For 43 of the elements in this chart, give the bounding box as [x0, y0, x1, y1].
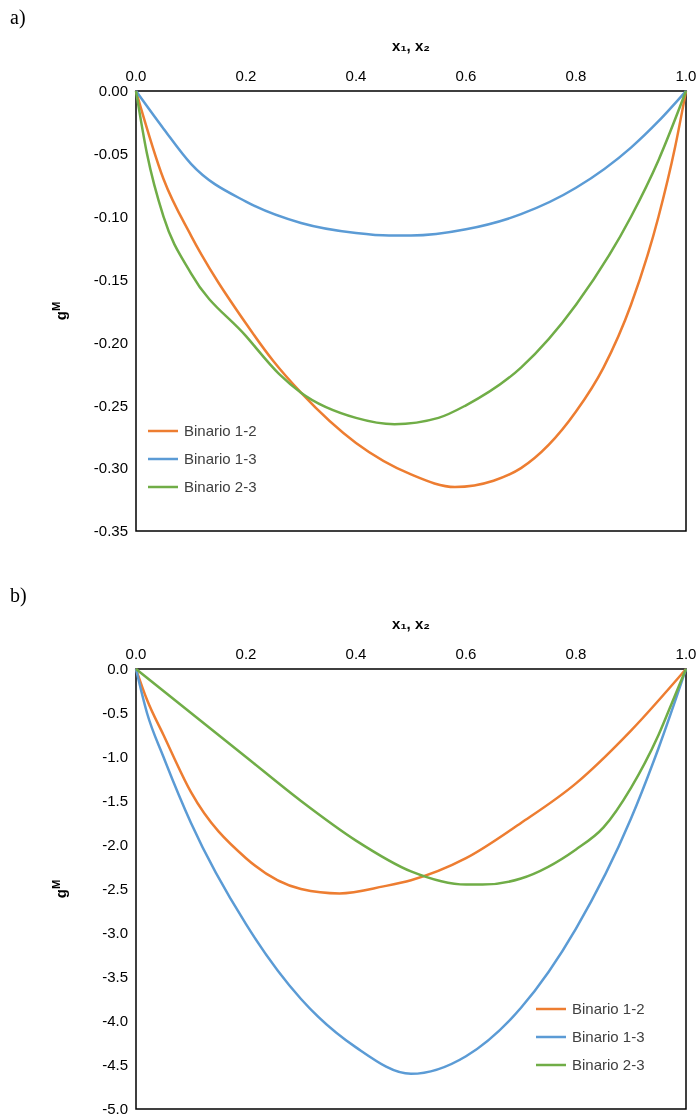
- x-tick-label: 0.6: [455, 645, 477, 662]
- chart-title: a): [10, 6, 26, 29]
- y-tick-label: -4.0: [102, 1012, 128, 1030]
- y-tick-label: -0.15: [93, 270, 128, 288]
- legend-label: Binario 1-3: [184, 450, 257, 468]
- y-tick-label: -0.5: [102, 704, 128, 722]
- line-series: [134, 667, 688, 1076]
- y-tick-label: 0.00: [98, 82, 128, 100]
- x-tick-label: 0.4: [345, 645, 367, 662]
- x-tick-label: 0.8: [565, 645, 587, 662]
- x-tick-label: 0.8: [565, 67, 587, 84]
- y-tick-label: -4.5: [102, 1056, 128, 1074]
- y-tick-label: -0.10: [93, 207, 128, 225]
- y-tick-label: -0.25: [93, 396, 128, 414]
- y-tick-label: -0.30: [93, 459, 128, 477]
- y-tick-label: -3.0: [102, 924, 128, 942]
- legend-label: Binario 1-2: [184, 422, 257, 440]
- y-tick-label: -2.0: [102, 836, 128, 854]
- x-tick-label: 0.4: [345, 67, 367, 84]
- y-tick-label: -1.0: [102, 748, 128, 766]
- x-tick-label: 0.0: [125, 645, 147, 662]
- y-tick-label: -0.05: [93, 145, 128, 163]
- legend-label: Binario 1-3: [572, 1028, 645, 1046]
- y-tick-label: -2.5: [102, 880, 128, 898]
- legend-label: Binario 2-3: [184, 478, 257, 496]
- legend-label: Binario 1-2: [572, 1000, 645, 1018]
- x-tick-label: 1.0: [675, 67, 697, 84]
- legend-label: Binario 2-3: [572, 1056, 645, 1074]
- y-tick-label: -0.20: [93, 333, 128, 351]
- x-tick-label: 0.2: [235, 67, 257, 84]
- x-tick-label: 0.0: [125, 67, 147, 84]
- x-tick-label: 0.6: [455, 67, 477, 84]
- chart-title: b): [10, 584, 27, 607]
- x-axis-title: x₁, x₂: [392, 37, 430, 54]
- line-series: [134, 89, 688, 426]
- y-tick-label: -0.35: [93, 522, 128, 540]
- x-tick-label: 0.2: [235, 645, 257, 662]
- x-tick-label: 1.0: [675, 645, 697, 662]
- y-tick-label: 0.0: [107, 660, 128, 678]
- y-tick-label: -3.5: [102, 968, 128, 986]
- x-axis-title: x₁, x₂: [392, 615, 430, 632]
- y-tick-label: -1.5: [102, 792, 128, 810]
- y-tick-label: -5.0: [102, 1100, 128, 1118]
